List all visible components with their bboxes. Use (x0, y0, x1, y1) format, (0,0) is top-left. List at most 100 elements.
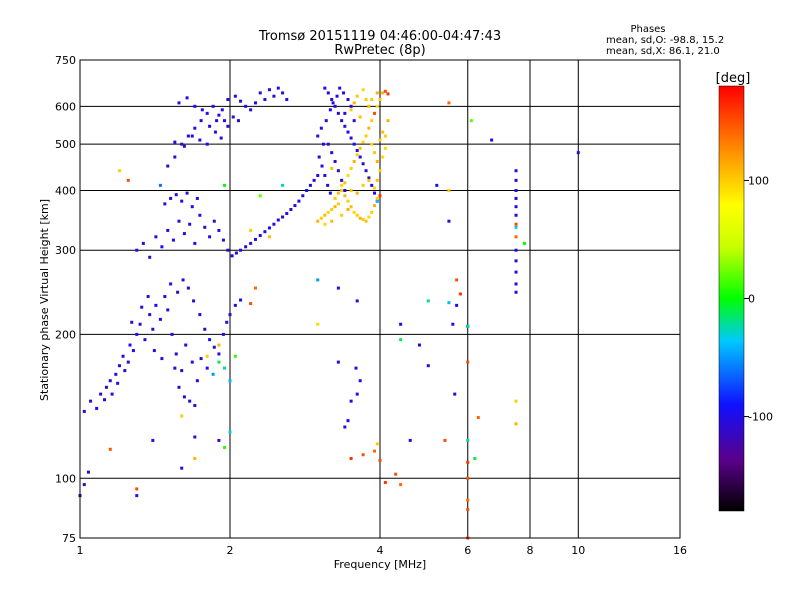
x-tick-label: 8 (527, 544, 534, 557)
data-point (171, 238, 175, 242)
y-axis-label: Stationary phase Virtual Height [km] (38, 199, 51, 401)
data-point (160, 245, 164, 249)
data-point (455, 303, 459, 307)
data-point (173, 140, 177, 144)
data-point (455, 278, 459, 282)
data-point (192, 299, 196, 303)
data-point (323, 173, 327, 177)
data-point (381, 130, 385, 134)
data-point (253, 237, 257, 241)
colorbar-tick-label: 0 (748, 293, 755, 306)
data-point (343, 188, 347, 192)
data-point (226, 124, 230, 128)
data-point (340, 183, 344, 187)
data-point (340, 213, 344, 217)
data-point (176, 290, 180, 294)
data-point (342, 91, 346, 95)
data-point (355, 153, 359, 157)
data-point (301, 194, 305, 198)
data-point (408, 438, 412, 442)
data-point (346, 208, 350, 212)
data-point (225, 320, 229, 324)
data-point (323, 222, 327, 226)
data-point (370, 183, 374, 187)
data-point (355, 148, 359, 152)
data-point (316, 173, 320, 177)
data-point (135, 487, 139, 491)
data-point (373, 151, 377, 155)
colorbar-tick-label: 100 (748, 174, 769, 187)
data-point (285, 212, 289, 216)
data-point (451, 322, 455, 326)
data-point (182, 395, 186, 399)
data-point (435, 183, 439, 187)
data-point (361, 162, 365, 166)
data-point (386, 92, 390, 96)
data-point (367, 104, 371, 108)
data-point (89, 399, 93, 403)
data-point (110, 392, 114, 396)
data-point (186, 134, 190, 138)
data-point (330, 98, 334, 102)
data-point (340, 188, 344, 192)
data-point (316, 219, 320, 223)
data-point (453, 392, 457, 396)
data-point (340, 119, 344, 123)
stats-line-o: mean, sd,O: -98.8, 15.2 (606, 35, 724, 46)
y-tick-label: 750 (55, 54, 76, 67)
data-point (173, 155, 177, 159)
data-point (466, 498, 470, 502)
data-point (177, 385, 181, 389)
data-point (297, 199, 301, 203)
data-point (244, 104, 248, 108)
data-point (180, 369, 184, 373)
data-point (117, 169, 121, 173)
data-point (316, 134, 320, 138)
stats-line-x: mean, sd,X: 86.1, 21.0 (606, 46, 720, 57)
data-point (267, 226, 271, 230)
data-point (231, 115, 235, 119)
plot-frame (79, 59, 681, 539)
data-point (103, 398, 107, 402)
data-point (177, 219, 181, 223)
data-point (166, 164, 170, 168)
data-point (326, 91, 330, 95)
data-point (320, 164, 324, 168)
data-point (355, 299, 359, 303)
grid-lines (80, 60, 680, 538)
x-tick-label: 10 (571, 544, 585, 557)
data-point (333, 159, 337, 163)
data-point (181, 278, 185, 282)
data-point (375, 91, 379, 95)
data-point (375, 196, 379, 200)
data-point (272, 94, 276, 98)
data-point (151, 327, 155, 331)
data-point (514, 235, 518, 239)
y-tick-label: 500 (55, 138, 76, 151)
data-point (394, 472, 398, 476)
data-point (244, 245, 248, 249)
data-point (95, 406, 99, 410)
data-point (289, 208, 293, 212)
data-point (180, 142, 184, 146)
data-point (135, 248, 139, 252)
colorbar-label: [deg] (716, 71, 751, 86)
data-point (193, 241, 197, 245)
data-point (180, 414, 184, 418)
y-tick-label: 100 (55, 472, 76, 485)
data-point (263, 98, 267, 102)
data-point (514, 225, 518, 229)
data-point (323, 213, 327, 217)
data-point (154, 303, 158, 307)
data-point (361, 88, 365, 92)
data-point (193, 403, 197, 407)
data-point (343, 124, 347, 128)
data-point (185, 96, 189, 100)
data-point (223, 183, 227, 187)
data-point (281, 91, 285, 95)
data-point (160, 357, 164, 361)
data-point (143, 338, 147, 342)
data-point (367, 126, 371, 130)
data-point (352, 119, 356, 123)
data-point (163, 295, 167, 299)
